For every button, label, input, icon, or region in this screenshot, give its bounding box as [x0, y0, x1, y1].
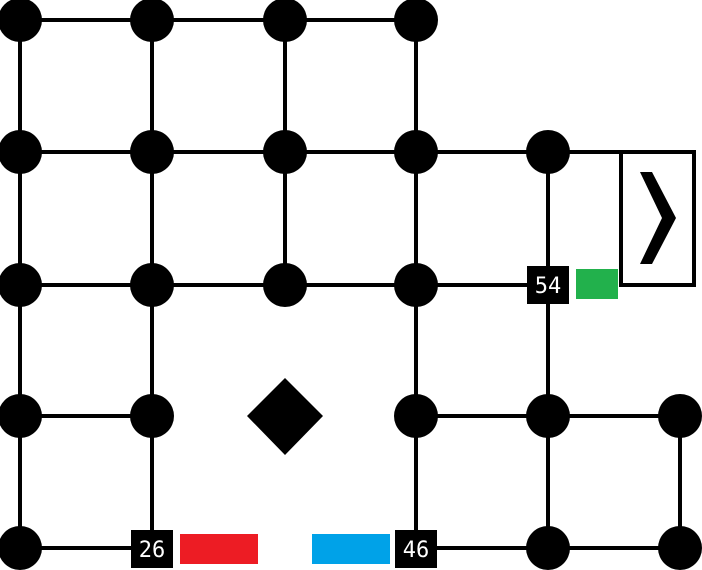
path-node[interactable]: [0, 526, 42, 570]
chevron-right-icon: [640, 172, 676, 264]
path-node[interactable]: [130, 263, 174, 307]
exit-door[interactable]: [619, 150, 696, 287]
red-tile: [180, 534, 258, 564]
path-node[interactable]: [263, 130, 307, 174]
path-node[interactable]: [130, 0, 174, 42]
path-node[interactable]: [526, 394, 570, 438]
green-tile: [576, 269, 618, 299]
node-label-54: 54: [535, 274, 562, 299]
labeled-node-26[interactable]: 26: [131, 530, 173, 568]
path-node[interactable]: [0, 263, 42, 307]
path-node[interactable]: [263, 0, 307, 42]
path-node[interactable]: [394, 263, 438, 307]
path-node[interactable]: [394, 130, 438, 174]
path-node[interactable]: [0, 394, 42, 438]
labeled-node-46[interactable]: 46: [395, 530, 437, 568]
node-label-46: 46: [403, 538, 430, 563]
path-node[interactable]: [130, 130, 174, 174]
blue-tile: [312, 534, 390, 564]
labeled-node-54[interactable]: 54: [527, 266, 569, 304]
path-node[interactable]: [658, 394, 702, 438]
path-node[interactable]: [0, 130, 42, 174]
node-label-26: 26: [139, 538, 166, 563]
path-node[interactable]: [0, 0, 42, 42]
path-node[interactable]: [658, 526, 702, 570]
path-node[interactable]: [263, 263, 307, 307]
path-node[interactable]: [394, 394, 438, 438]
path-node[interactable]: [394, 0, 438, 42]
path-node[interactable]: [526, 130, 570, 174]
diamond-icon[interactable]: [247, 378, 323, 455]
path-node[interactable]: [130, 394, 174, 438]
path-node[interactable]: [526, 526, 570, 570]
